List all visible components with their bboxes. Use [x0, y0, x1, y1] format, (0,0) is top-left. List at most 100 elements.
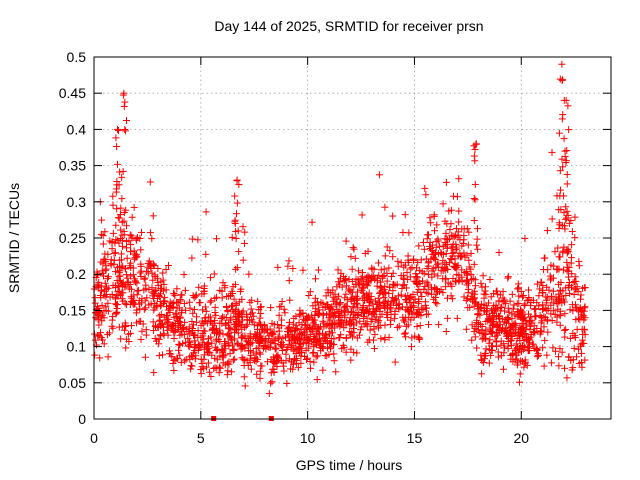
data-point	[531, 329, 539, 337]
data-point	[380, 294, 388, 302]
data-point	[480, 290, 488, 298]
data-point	[563, 249, 571, 257]
data-point	[328, 319, 336, 327]
data-point	[335, 300, 343, 308]
data-point	[284, 325, 292, 333]
data-point	[256, 374, 264, 382]
data-point	[245, 270, 253, 278]
data-point	[170, 367, 178, 375]
data-point	[556, 75, 564, 83]
data-point	[573, 305, 581, 313]
data-point	[342, 275, 350, 283]
data-point	[267, 369, 275, 377]
data-point	[477, 351, 485, 359]
data-point	[152, 337, 160, 345]
data-point	[208, 339, 216, 347]
data-point	[476, 329, 484, 337]
data-point	[404, 252, 412, 260]
data-point	[115, 323, 123, 331]
data-point	[453, 314, 461, 322]
data-point	[422, 191, 430, 199]
data-point	[329, 297, 337, 305]
data-point	[581, 356, 589, 364]
data-point	[544, 316, 552, 324]
data-point	[482, 291, 490, 299]
data-point	[339, 341, 347, 349]
data-point	[240, 362, 248, 370]
data-point	[186, 343, 194, 351]
data-point	[456, 236, 464, 244]
data-point	[112, 268, 120, 276]
data-point	[389, 287, 397, 295]
data-point	[406, 299, 414, 307]
data-point	[547, 261, 555, 269]
data-point	[320, 311, 328, 319]
data-point	[527, 322, 535, 330]
data-point	[221, 282, 229, 290]
data-point	[421, 304, 429, 312]
data-point	[120, 209, 128, 217]
data-point	[442, 260, 450, 268]
data-point	[402, 296, 410, 304]
data-point	[190, 306, 198, 314]
data-point	[431, 227, 439, 235]
data-point	[426, 214, 434, 222]
data-point	[504, 304, 512, 312]
data-point	[294, 364, 302, 372]
data-point	[410, 277, 418, 285]
data-point	[91, 299, 99, 307]
data-point	[104, 299, 112, 307]
data-point	[111, 249, 119, 257]
data-point	[336, 316, 344, 324]
data-point	[243, 341, 251, 349]
data-point	[397, 259, 405, 267]
data-point	[562, 325, 570, 333]
data-point	[198, 359, 206, 367]
data-point	[406, 265, 414, 273]
data-point	[165, 306, 173, 314]
data-point	[184, 334, 192, 342]
data-point	[253, 370, 261, 378]
data-point	[407, 343, 415, 351]
data-point	[413, 273, 421, 281]
data-point	[419, 238, 427, 246]
data-point	[520, 363, 528, 371]
data-point	[243, 316, 251, 324]
data-point	[503, 329, 511, 337]
data-point	[574, 287, 582, 295]
data-point	[366, 326, 374, 334]
data-point	[472, 140, 480, 148]
data-point	[171, 356, 179, 364]
data-point	[385, 264, 393, 272]
data-point	[202, 307, 210, 315]
data-point	[232, 228, 240, 236]
data-point	[218, 313, 226, 321]
data-point	[376, 322, 384, 330]
data-point	[413, 288, 421, 296]
data-point	[224, 307, 232, 315]
data-point	[293, 325, 301, 333]
data-point	[130, 203, 138, 211]
data-point	[383, 243, 391, 251]
data-point	[386, 305, 394, 313]
x-tick-label: 0	[90, 430, 98, 446]
data-point	[410, 314, 418, 322]
data-point	[562, 203, 570, 211]
data-point	[341, 276, 349, 284]
data-point	[578, 349, 586, 357]
data-point	[181, 286, 189, 294]
data-point	[565, 219, 573, 227]
data-point	[492, 337, 500, 345]
data-point	[159, 330, 167, 338]
data-point	[225, 360, 233, 368]
data-point	[135, 317, 143, 325]
data-point	[197, 322, 205, 330]
data-point	[391, 307, 399, 315]
data-point	[345, 275, 353, 283]
data-point	[570, 344, 578, 352]
data-point	[489, 306, 497, 314]
data-point	[224, 359, 232, 367]
data-point	[443, 235, 451, 243]
data-point	[357, 326, 365, 334]
data-point	[199, 306, 207, 314]
